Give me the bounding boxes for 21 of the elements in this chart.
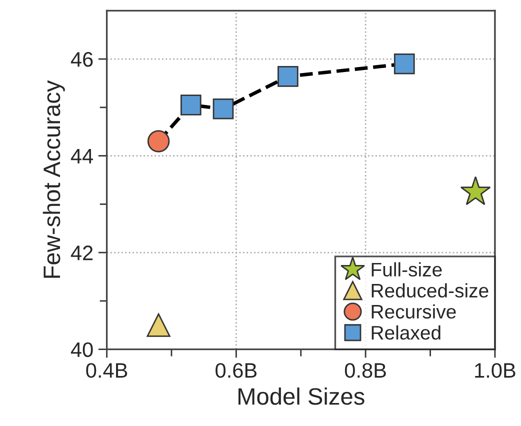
point bbox=[278, 66, 298, 87]
x-tick-label: 0.8B bbox=[344, 363, 386, 378]
point bbox=[146, 313, 170, 337]
x-tick-label: 1.0B bbox=[475, 363, 516, 378]
x-tick-label: 0.4B bbox=[86, 363, 128, 378]
x-axis-title: Model Sizes bbox=[238, 387, 364, 405]
y-axis-title: Few-shot Accuracy bbox=[42, 80, 65, 278]
legend-label: Recursive bbox=[372, 304, 456, 319]
point bbox=[180, 94, 202, 116]
legend-label: Reduced-size bbox=[372, 283, 488, 298]
x-tick-label: 0.6B bbox=[216, 363, 257, 378]
y-tick-label: 46 bbox=[70, 52, 93, 67]
point bbox=[147, 130, 170, 152]
legend-label: Relaxed bbox=[372, 325, 440, 340]
y-tick-label: 42 bbox=[70, 246, 93, 260]
legend-label: Full-size bbox=[372, 262, 442, 277]
point bbox=[394, 53, 415, 74]
point bbox=[212, 98, 234, 120]
point bbox=[460, 176, 491, 206]
y-tick-label: 40 bbox=[70, 342, 93, 358]
y-tick-label: 44 bbox=[70, 149, 94, 164]
